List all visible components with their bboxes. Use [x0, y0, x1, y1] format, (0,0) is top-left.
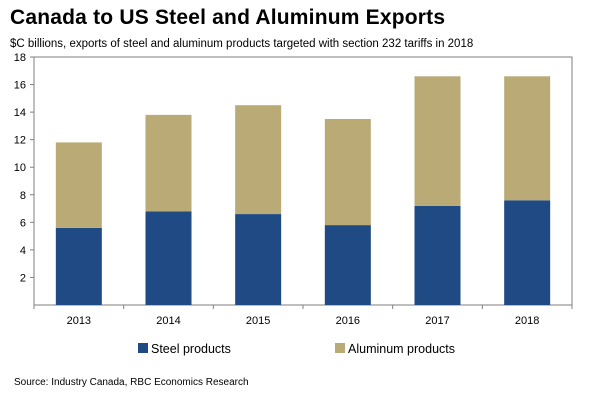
legend-swatch-steel — [138, 343, 148, 353]
bar-steel-2016 — [324, 225, 371, 305]
x-tick-label-2015: 2015 — [246, 315, 270, 327]
bar-aluminum-2017 — [414, 76, 461, 206]
bar-steel-2015 — [235, 214, 282, 305]
y-tick-label-12: 12 — [14, 135, 26, 147]
plot-frame — [33, 56, 573, 306]
bar-steel-2013 — [55, 227, 102, 305]
chart-tick-labels: 2 4 6 8 10 12 14 16 18 2013 2014 2015 2016 2017 2018 — [14, 52, 540, 327]
legend-label-aluminum: Aluminum products — [348, 342, 455, 356]
y-tick-label-4: 4 — [20, 245, 26, 257]
y-tick-label-6: 6 — [20, 217, 26, 229]
x-tick-label-2016: 2016 — [336, 315, 360, 327]
chart-legend: Steel products Aluminum products — [138, 342, 455, 356]
y-tick-label-18: 18 — [14, 52, 26, 64]
chart-subtitle: $C billions, exports of steel and alumin… — [10, 38, 474, 50]
x-tick-label-2014: 2014 — [156, 315, 180, 327]
bar-steel-2017 — [414, 205, 461, 305]
x-tick-label-2017: 2017 — [425, 315, 449, 327]
bar-steel-2014 — [145, 211, 192, 305]
bar-steel-2018 — [504, 200, 551, 305]
y-tick-label-14: 14 — [14, 107, 26, 119]
chart-title: Canada to US Steel and Aluminum Exports — [10, 6, 446, 29]
y-tick-label-10: 10 — [14, 162, 26, 174]
y-tick-label-16: 16 — [14, 80, 26, 92]
bar-aluminum-2013 — [55, 142, 102, 228]
x-tick-label-2013: 2013 — [67, 315, 91, 327]
bar-aluminum-2016 — [324, 119, 371, 226]
source-note: Source: Industry Canada, RBC Economics R… — [14, 377, 249, 388]
chart-axes — [30, 56, 573, 309]
x-tick-label-2018: 2018 — [515, 315, 539, 327]
bar-aluminum-2018 — [504, 76, 551, 201]
legend-label-steel: Steel products — [151, 342, 231, 356]
bar-aluminum-2015 — [235, 105, 282, 215]
y-tick-label-2: 2 — [20, 272, 26, 284]
bar-aluminum-2014 — [145, 114, 192, 212]
chart-bars — [55, 76, 551, 305]
y-tick-label-8: 8 — [20, 190, 26, 202]
legend-swatch-aluminum — [335, 343, 345, 353]
